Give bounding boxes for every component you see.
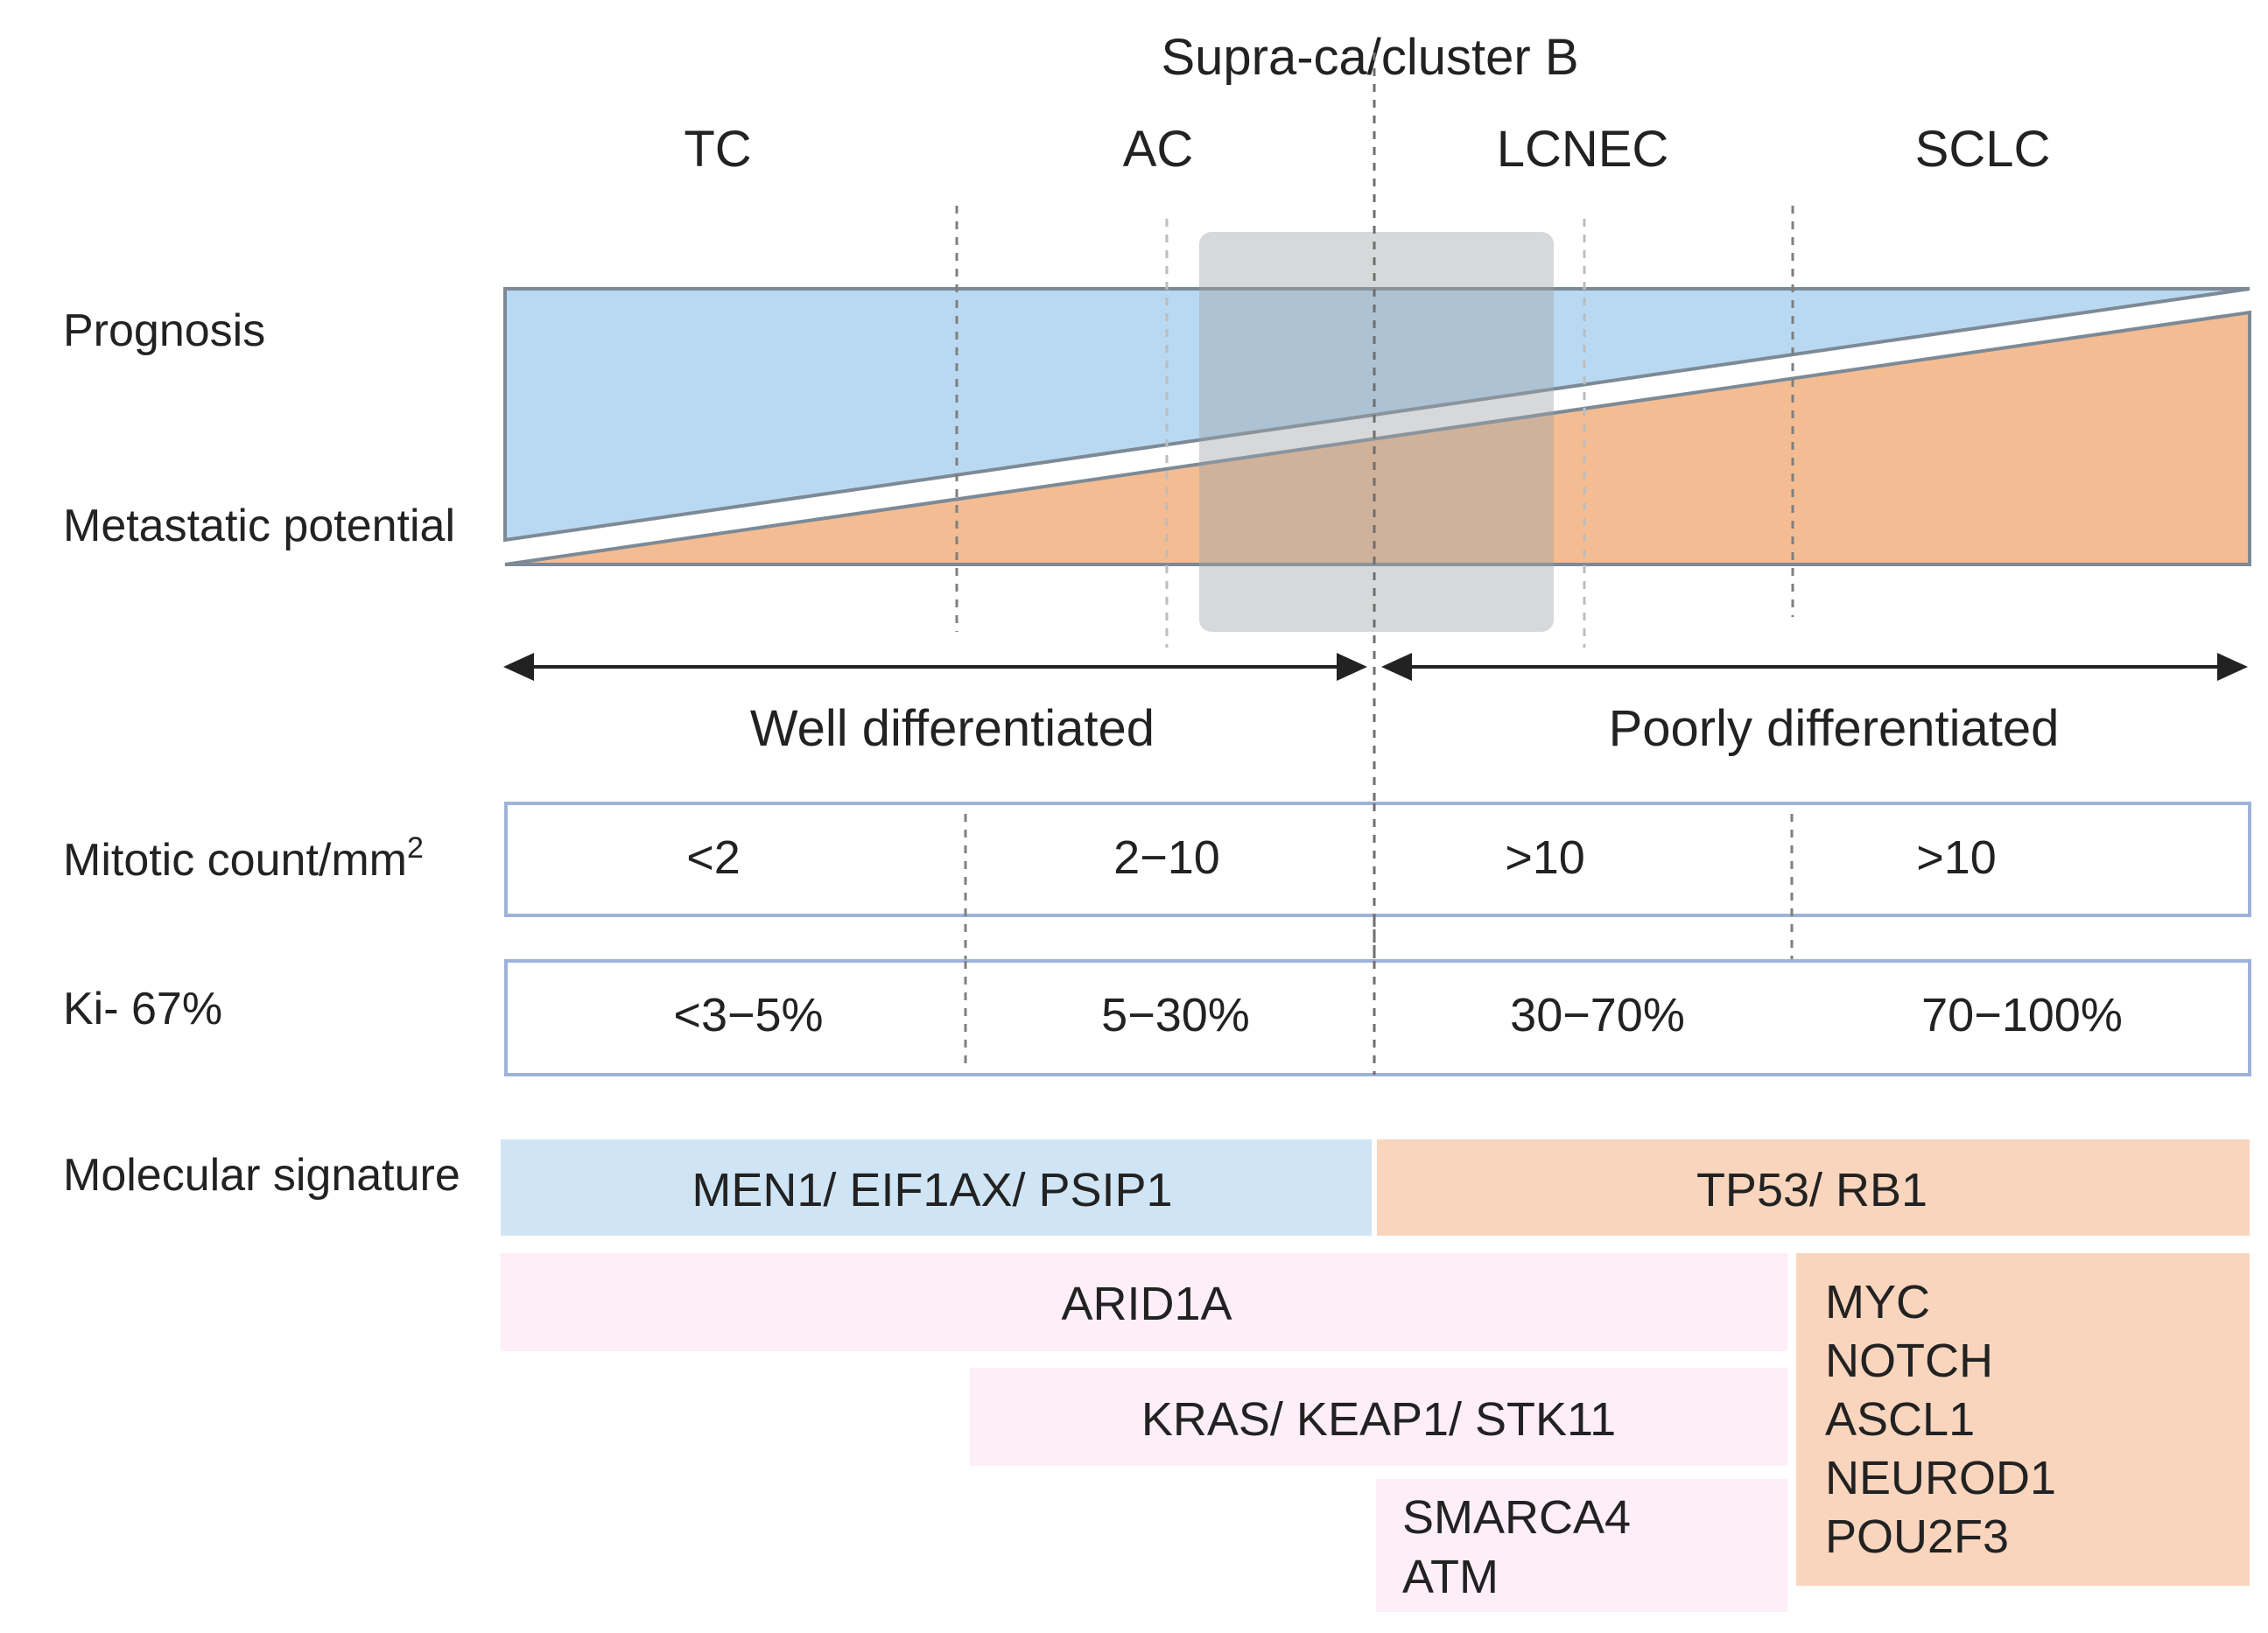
prognosis-metastatic-gradient	[503, 287, 2251, 566]
category-sclc: SCLC	[1915, 121, 2051, 178]
mol-bar-smarca4	[1376, 1479, 1787, 1612]
well-differentiated-label: Well differentiated	[750, 700, 1155, 757]
prognosis-label: Prognosis	[63, 305, 265, 356]
mol-bar-tp53	[1377, 1139, 2250, 1236]
mol-bar-men1	[501, 1139, 1372, 1236]
well-arrow-head-left	[503, 653, 534, 681]
mol-bar-sclc-genes	[1796, 1253, 2250, 1586]
mol-text-pou2f3: POU2F3	[1825, 1510, 2009, 1563]
mol-text-notch: NOTCH	[1825, 1335, 1993, 1387]
mol-text-men1: MEN1/ EIF1AX/ PSIP1	[692, 1164, 1172, 1216]
mol-text-smarca4: SMARCA4	[1402, 1491, 1631, 1544]
mol-bar-kras	[970, 1368, 1787, 1466]
mitotic-value-lcnec: >10	[1505, 831, 1585, 884]
mol-text-kras: KRAS/ KEAP1/ STK11	[1141, 1393, 1616, 1446]
mol-text-tp53: TP53/ RB1	[1696, 1164, 1927, 1216]
ki67-label: Ki- 67%	[63, 984, 222, 1034]
category-dividers	[955, 206, 1794, 648]
mol-text-neurod1: NEUROD1	[1825, 1452, 2056, 1504]
mitotic-value-ac: 2−10	[1113, 831, 1220, 884]
mol-text-atm: ATM	[1402, 1551, 1499, 1603]
ki67-value-ac: 5−30%	[1101, 989, 1250, 1041]
category-lcnec: LCNEC	[1497, 121, 1669, 178]
poor-arrow-head-left	[1381, 653, 1412, 681]
ki67-frame	[504, 959, 2251, 1076]
mitotic-value-sclc: >10	[1916, 831, 1997, 884]
cluster-title: Supra-ca/cluster B	[1161, 29, 1578, 86]
ki67-value-sclc: 70−100%	[1921, 989, 2123, 1041]
metastatic-wedge	[504, 310, 2251, 566]
mitotic-count-label-text: Mitotic count/mm	[63, 835, 407, 886]
prognosis-wedge	[503, 287, 2250, 543]
cluster-b-overlay	[1199, 232, 1554, 632]
differentiation-arrows	[503, 653, 2248, 681]
mitotic-count-label: Mitotic count/mm2	[63, 831, 424, 886]
mitotic-count-box: <2 2−10 >10 >10	[504, 802, 2251, 1063]
category-tc: TC	[684, 121, 751, 178]
mitotic-count-frame	[504, 802, 2251, 917]
molecular-signature: MEN1/ EIF1AX/ PSIP1 TP53/ RB1 ARID1A KRA…	[501, 1139, 2250, 1612]
poorly-differentiated-label: Poorly differentiated	[1609, 700, 2060, 757]
poor-arrow-head-right	[2217, 653, 2248, 681]
mol-text-arid1a: ARID1A	[1061, 1278, 1232, 1330]
metastatic-potential-label: Metastatic potential	[63, 501, 455, 551]
well-arrow-head-right	[1337, 653, 1367, 681]
ki67-value-tc: <3−5%	[673, 989, 823, 1041]
mol-text-ascl1: ASCL1	[1825, 1393, 1975, 1446]
mol-text-myc: MYC	[1825, 1276, 1930, 1328]
mitotic-value-tc: <2	[686, 831, 741, 884]
ki67-value-lcnec: 30−70%	[1510, 989, 1685, 1041]
mitotic-count-superscript: 2	[407, 831, 424, 865]
molecular-signature-label: Molecular signature	[63, 1150, 460, 1201]
category-ac: AC	[1123, 121, 1194, 178]
ki67-box: <3−5% 5−30% 30−70% 70−100%	[504, 959, 2251, 1076]
mol-bar-arid1a	[501, 1253, 1787, 1351]
